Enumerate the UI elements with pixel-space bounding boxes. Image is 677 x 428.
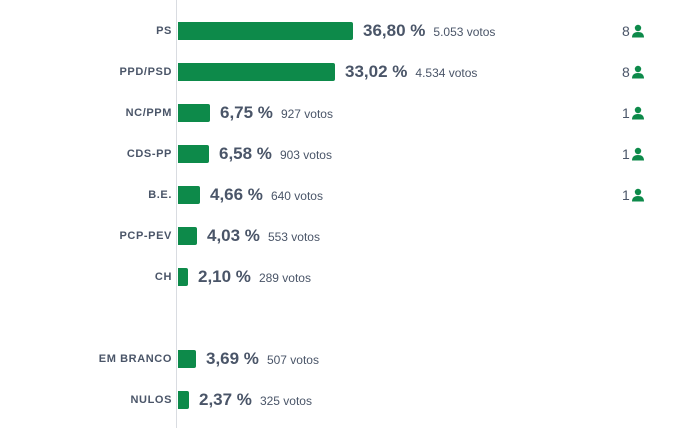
chart-row: EM BRANCO 3,69 % 507 votos <box>0 338 677 379</box>
chart-row: PS 36,80 % 5.053 votos 8 <box>0 10 677 51</box>
chart-row: CH 2,10 % 289 votos <box>0 256 677 297</box>
party-label: CDS-PP <box>126 147 172 160</box>
percent-label: 4,03 % <box>207 225 260 245</box>
chart-row: PPD/PSD 33,02 % 4.534 votos 8 <box>0 51 677 92</box>
seats-number: 8 <box>622 22 630 39</box>
person-icon <box>631 188 645 202</box>
party-label: EM BRANCO <box>98 352 172 365</box>
seats-number: 1 <box>622 145 630 162</box>
vote-bar <box>178 62 335 81</box>
chart-row: PCP-PEV 4,03 % 553 votos <box>0 215 677 256</box>
party-label: NC/PPM <box>125 106 172 119</box>
party-label: PCP-PEV <box>119 229 172 242</box>
party-label: B.E. <box>148 188 172 201</box>
seats-count: 8 <box>622 64 645 80</box>
votes-label: 903 votos <box>279 147 332 162</box>
votes-label: 289 votos <box>258 270 311 285</box>
party-label: PPD/PSD <box>119 65 172 78</box>
vote-bar <box>178 103 210 122</box>
percent-label: 2,37 % <box>199 389 252 409</box>
percent-label: 4,66 % <box>210 184 263 204</box>
person-icon <box>631 65 645 79</box>
chart-row: CDS-PP 6,58 % 903 votos 1 <box>0 133 677 174</box>
party-label: NULOS <box>130 393 172 406</box>
votes-label: 4.534 votos <box>415 65 478 80</box>
vote-bar <box>178 349 196 368</box>
percent-label: 3,69 % <box>206 348 259 368</box>
seats-number: 1 <box>622 186 630 203</box>
chart-row: NULOS 2,37 % 325 votos <box>0 379 677 420</box>
votes-label: 553 votos <box>267 229 320 244</box>
seats-count: 8 <box>622 23 645 39</box>
percent-label: 6,58 % <box>219 143 272 163</box>
percent-label: 6,75 % <box>220 102 273 122</box>
seats-count: 1 <box>622 187 645 203</box>
vote-bar <box>178 390 189 409</box>
percent-label: 33,02 % <box>345 61 408 81</box>
person-icon <box>631 106 645 120</box>
votes-label: 640 votos <box>270 188 323 203</box>
person-icon <box>631 147 645 161</box>
percent-label: 36,80 % <box>363 20 426 40</box>
vote-bar <box>178 144 209 163</box>
axis-line <box>176 0 177 428</box>
vote-bar <box>178 226 197 245</box>
vote-bar <box>178 185 200 204</box>
vote-bar <box>178 267 188 286</box>
votes-label: 5.053 votos <box>433 24 496 39</box>
person-icon <box>631 24 645 38</box>
seats-number: 1 <box>622 104 630 121</box>
vote-bar <box>178 21 353 40</box>
votes-label: 927 votos <box>280 106 333 121</box>
chart-row: B.E. 4,66 % 640 votos 1 <box>0 174 677 215</box>
seats-count: 1 <box>622 146 645 162</box>
party-label: PS <box>156 24 172 37</box>
party-label: CH <box>154 270 172 283</box>
seats-count: 1 <box>622 105 645 121</box>
votes-label: 325 votos <box>259 393 312 408</box>
seats-number: 8 <box>622 63 630 80</box>
votes-label: 507 votos <box>266 352 319 367</box>
chart-row: NC/PPM 6,75 % 927 votos 1 <box>0 92 677 133</box>
percent-label: 2,10 % <box>198 266 251 286</box>
